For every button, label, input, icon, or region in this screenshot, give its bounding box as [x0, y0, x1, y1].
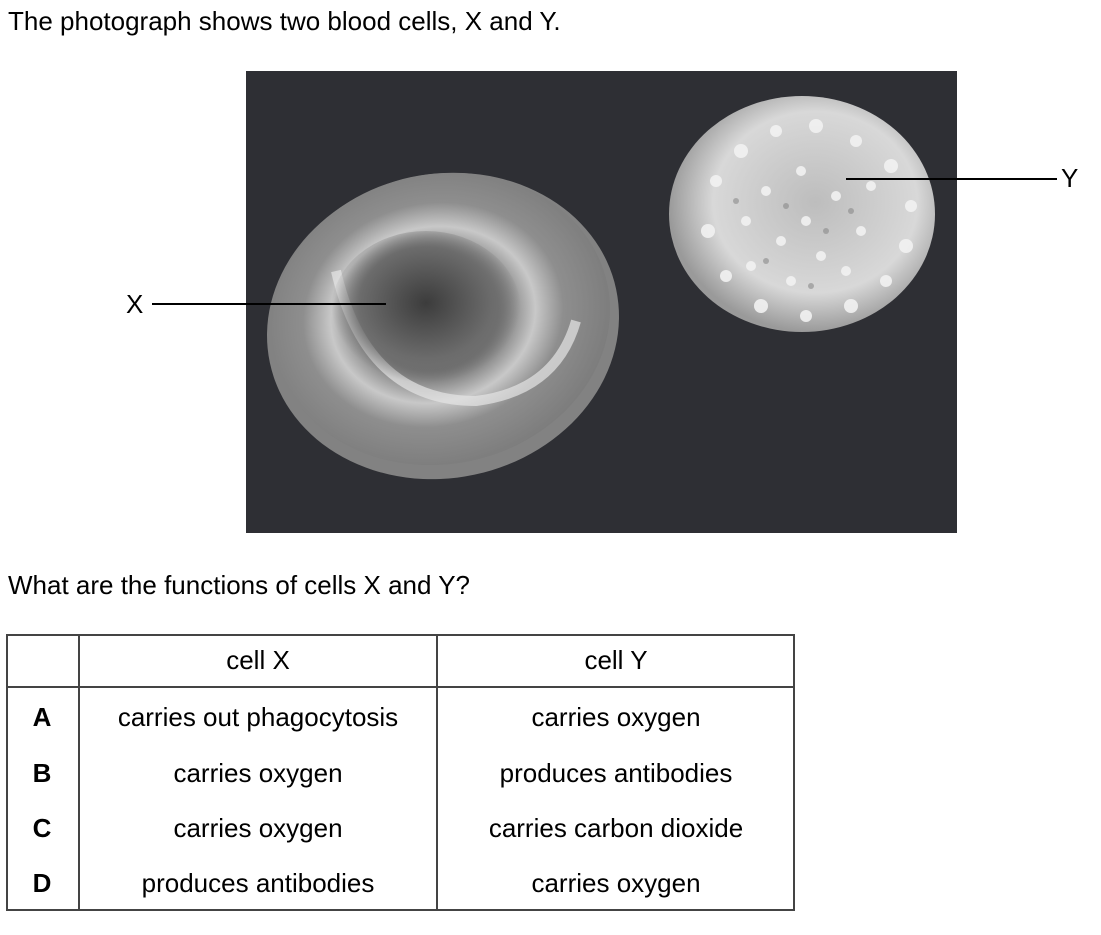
label-y-leader-line: [957, 178, 1057, 180]
table-row[interactable]: B carries oxygen produces antibodies: [6, 746, 794, 801]
header-key: [6, 634, 80, 688]
header-cell-y: cell Y: [437, 634, 794, 688]
question-text: What are the functions of cells X and Y?: [8, 570, 471, 600]
cell-y-white-blood-cell: [669, 96, 935, 332]
label-y: Y: [1061, 163, 1079, 193]
option-cell-x: carries oxygen: [79, 746, 438, 801]
table-row[interactable]: D produces antibodies carries oxygen: [6, 856, 794, 911]
table-row[interactable]: A carries out phagocytosis carries oxyge…: [6, 687, 794, 746]
header-cell-x: cell X: [79, 634, 438, 688]
answer-options-table: cell X cell Y A carries out phagocytosis…: [6, 634, 794, 911]
option-cell-y: carries oxygen: [531, 701, 701, 732]
option-key: C: [6, 801, 80, 856]
option-key: B: [6, 746, 80, 801]
intro-text: The photograph shows two blood cells, X …: [8, 6, 561, 36]
option-cell-x: carries out phagocytosis: [79, 687, 438, 746]
table-header-row: cell X cell Y: [6, 634, 794, 688]
option-cell-x: produces antibodies: [79, 856, 438, 911]
label-x: X: [126, 289, 144, 319]
label-x-leader-line: [152, 303, 246, 305]
option-key: D: [6, 856, 80, 911]
option-cell-y: carries oxygen: [531, 868, 701, 898]
option-cell-y: produces antibodies: [499, 758, 733, 788]
option-cell-x: carries oxygen: [79, 801, 438, 856]
option-key: A: [6, 687, 80, 746]
cell-x-red-blood-cell: [267, 172, 619, 480]
option-cell-y: carries carbon dioxide: [488, 813, 744, 843]
table-row[interactable]: C carries oxygen carries carbon dioxide: [6, 801, 794, 856]
blood-cells-photograph: [246, 71, 957, 533]
